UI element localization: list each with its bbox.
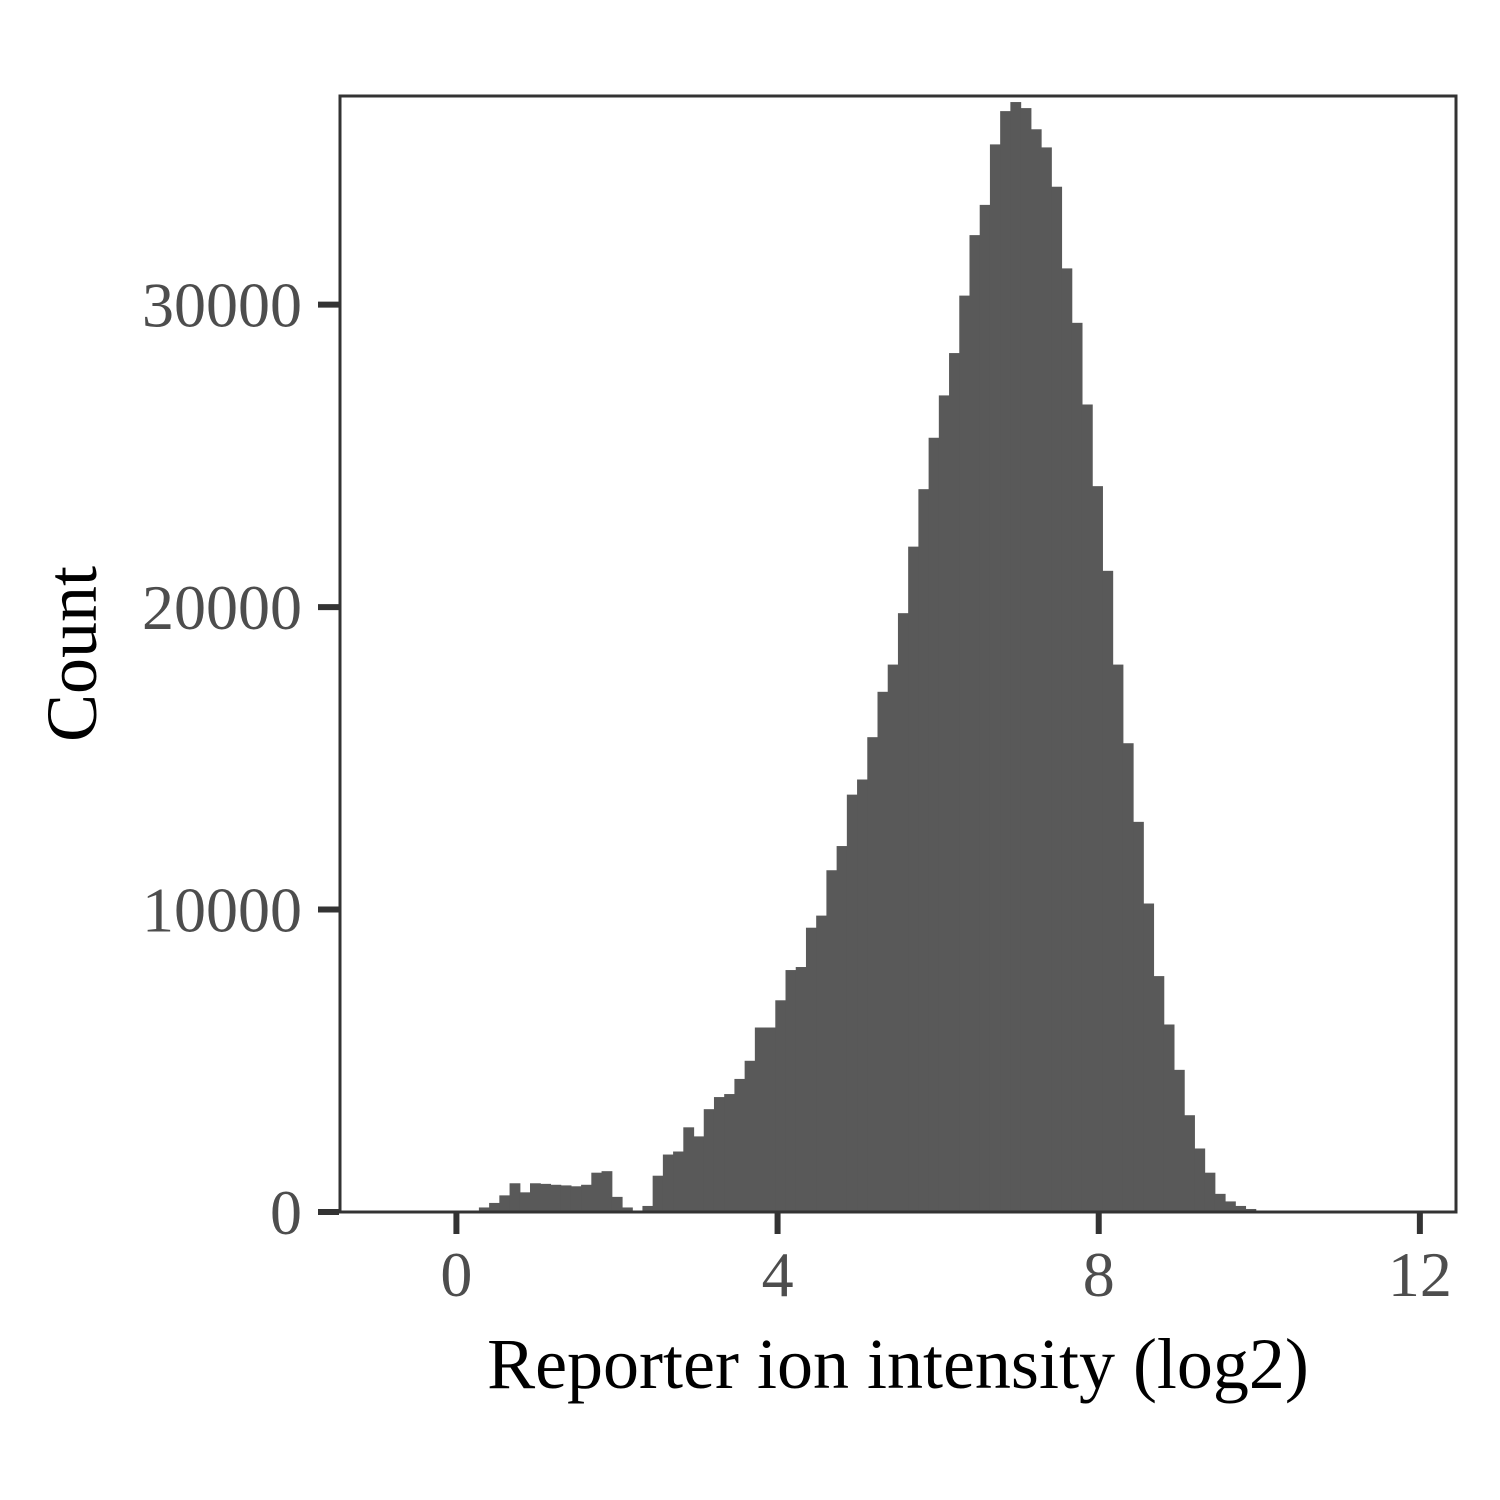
- histogram-bar: [1194, 1148, 1206, 1212]
- histogram-bar: [1102, 570, 1114, 1212]
- histogram-bar: [1204, 1172, 1216, 1212]
- x-tick-label: 8: [1083, 1239, 1115, 1310]
- histogram-bar: [1235, 1205, 1247, 1212]
- histogram-bar: [765, 1027, 776, 1212]
- histogram-bar: [979, 204, 991, 1212]
- histogram-bar: [949, 353, 960, 1212]
- histogram-bar: [519, 1192, 531, 1212]
- histogram-bar: [581, 1184, 592, 1212]
- histogram-bar: [1030, 129, 1042, 1212]
- histogram-bar: [550, 1184, 562, 1212]
- histogram-bar: [703, 1109, 715, 1212]
- x-tick-label: 12: [1388, 1239, 1452, 1310]
- histogram-bar: [1225, 1201, 1236, 1212]
- histogram-bar: [857, 779, 868, 1212]
- histogram-bar: [928, 437, 940, 1212]
- histogram-bar: [724, 1094, 736, 1212]
- histogram-bar: [867, 737, 879, 1212]
- histogram-bar: [540, 1183, 552, 1212]
- histogram-bar: [795, 967, 807, 1212]
- histogram-bar: [560, 1185, 572, 1212]
- histogram-bar: [489, 1202, 500, 1212]
- histogram-bar: [509, 1183, 521, 1212]
- histogram-bar: [1020, 108, 1032, 1213]
- histogram-bar: [1092, 486, 1103, 1212]
- histogram-bar: [570, 1186, 582, 1212]
- histogram-bar: [1112, 664, 1124, 1212]
- histogram-bar: [1081, 404, 1093, 1212]
- histogram-bar: [1214, 1193, 1226, 1212]
- histogram-bar: [478, 1207, 490, 1212]
- histogram-bar: [642, 1205, 654, 1212]
- histogram-bar: [908, 546, 919, 1212]
- histogram-bar: [836, 846, 848, 1212]
- histogram-bar: [499, 1195, 511, 1212]
- histogram-bar: [530, 1183, 541, 1212]
- histogram-bar: [938, 395, 950, 1212]
- histogram-bar: [744, 1060, 756, 1212]
- histogram-bar: [621, 1207, 633, 1212]
- histogram-bar: [887, 664, 899, 1212]
- histogram-bar: [1010, 102, 1022, 1212]
- histogram-bar: [652, 1175, 664, 1212]
- histogram-bar: [1184, 1115, 1195, 1212]
- histogram-bar: [754, 1027, 766, 1212]
- x-tick-label: 0: [440, 1239, 472, 1310]
- y-tick-label: 0: [270, 1177, 302, 1248]
- plot-frame: [338, 94, 1458, 1214]
- x-axis: 0 4 8 12: [440, 1213, 1452, 1310]
- histogram-bar: [591, 1172, 603, 1212]
- histogram-bar: [805, 927, 817, 1212]
- histogram-bar: [1163, 1024, 1175, 1212]
- histogram-bar: [846, 794, 858, 1212]
- histogram-bar: [1153, 976, 1165, 1212]
- histogram-bar: [673, 1151, 684, 1212]
- histogram-bar: [1051, 186, 1063, 1213]
- histogram-bar: [734, 1078, 746, 1212]
- histogram-bar: [969, 235, 981, 1212]
- histogram-bar: [683, 1127, 695, 1212]
- x-tick-label: 4: [762, 1239, 794, 1310]
- histogram-bar: [877, 691, 889, 1212]
- histogram-bar: [1000, 111, 1011, 1213]
- histogram-bar: [1143, 903, 1155, 1212]
- histogram-bar: [693, 1136, 705, 1212]
- histogram-bar: [775, 1000, 787, 1212]
- histogram-bar: [918, 489, 930, 1212]
- histogram-bar: [989, 144, 1001, 1212]
- histogram-bar: [662, 1154, 674, 1212]
- histogram-bar: [1071, 322, 1083, 1213]
- histogram-bar: [1245, 1208, 1257, 1212]
- x-axis-title: Reporter ion intensity (log2): [487, 1324, 1309, 1404]
- histogram-bar: [816, 915, 827, 1212]
- histogram-bar: [959, 295, 971, 1212]
- histogram-bar: [1173, 1069, 1185, 1212]
- histogram-bar: [1041, 147, 1052, 1212]
- y-axis: 0 10000 20000 30000: [142, 270, 339, 1248]
- histogram-bar: [1133, 821, 1144, 1212]
- histogram-bar: [785, 970, 797, 1212]
- histogram-bar: [826, 870, 838, 1212]
- y-tick-label: 20000: [142, 572, 302, 643]
- histogram-bar: [1122, 743, 1134, 1212]
- histogram-bar: [611, 1196, 623, 1212]
- histogram-bar: [897, 613, 909, 1212]
- y-tick-label: 30000: [142, 270, 302, 341]
- histogram-bars: [478, 102, 1287, 1213]
- histogram-bar: [601, 1171, 613, 1212]
- histogram-bar: [1061, 268, 1073, 1212]
- histogram-bar: [713, 1097, 725, 1212]
- y-tick-label: 10000: [142, 875, 302, 946]
- y-axis-title: Count: [32, 566, 112, 742]
